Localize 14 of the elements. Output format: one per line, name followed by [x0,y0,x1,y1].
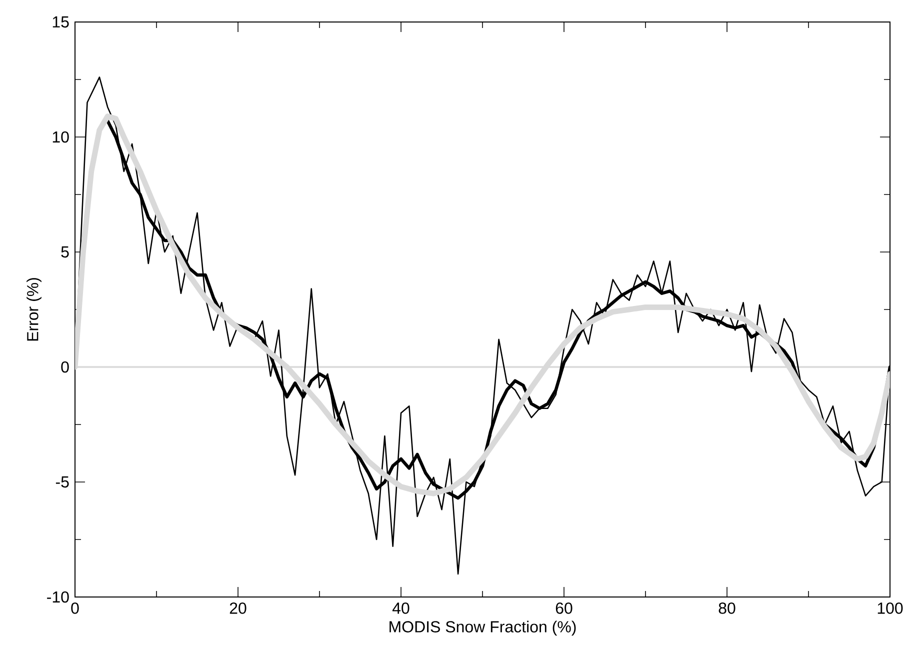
x-axis-title: MODIS Snow Fraction (%) [390,620,576,636]
x-tick-label: 80 [718,602,736,614]
x-tick-label: 0 [71,602,79,614]
y-tick-label: 15 [52,16,69,28]
y-tick-label: -5 [56,476,69,488]
y-tick-label: -10 [47,591,69,603]
x-tick-label: 60 [556,602,572,614]
y-tick-label: 10 [52,131,69,143]
x-tick-label: 100 [878,602,903,614]
y-axis-title: Error (%) [26,278,42,341]
x-tick-label: 40 [392,602,410,614]
x-tick-label: 20 [230,602,246,614]
y-tick-label: 5 [61,246,69,258]
y-tick-label: 0 [61,361,69,373]
